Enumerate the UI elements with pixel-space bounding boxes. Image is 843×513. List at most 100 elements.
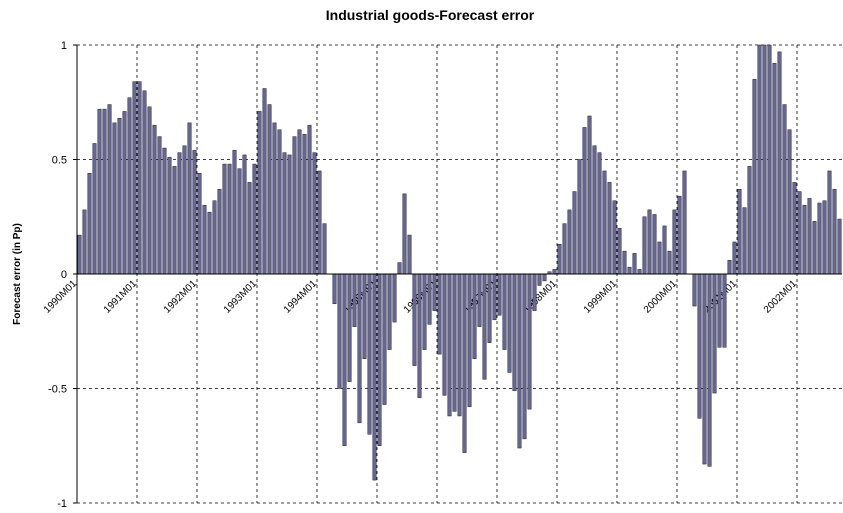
bar bbox=[147, 106, 152, 275]
bar bbox=[392, 273, 397, 323]
bar bbox=[332, 273, 337, 305]
bar bbox=[242, 154, 247, 275]
bar bbox=[652, 214, 657, 275]
bar bbox=[642, 216, 647, 275]
bar bbox=[77, 234, 82, 275]
bar bbox=[247, 182, 252, 275]
bar bbox=[747, 166, 752, 275]
x-tick-label: 1994M01 bbox=[282, 278, 320, 316]
bar bbox=[577, 159, 582, 275]
x-tick-label: 1999M01 bbox=[582, 278, 620, 316]
bar bbox=[567, 209, 572, 275]
bar bbox=[387, 273, 392, 350]
x-tick-label: 2000M01 bbox=[642, 278, 680, 316]
bar bbox=[712, 273, 717, 394]
bar bbox=[587, 115, 592, 275]
bar bbox=[152, 124, 157, 275]
bar bbox=[487, 273, 492, 343]
bar bbox=[677, 195, 682, 275]
bar bbox=[682, 170, 687, 275]
bar bbox=[302, 134, 307, 275]
bar bbox=[322, 223, 327, 275]
bar bbox=[407, 234, 412, 275]
x-tick-label: 1992M01 bbox=[162, 278, 200, 316]
bar bbox=[132, 81, 137, 275]
bar bbox=[722, 273, 727, 348]
bar bbox=[167, 156, 172, 275]
bar bbox=[457, 273, 462, 417]
bar bbox=[562, 223, 567, 275]
bar bbox=[137, 81, 142, 275]
bar bbox=[597, 152, 602, 275]
x-tick-label: 1991M01 bbox=[102, 278, 140, 316]
bar bbox=[282, 152, 287, 275]
bar bbox=[427, 273, 432, 325]
bar bbox=[237, 168, 242, 275]
bar bbox=[832, 189, 837, 275]
bar bbox=[217, 189, 222, 275]
bar bbox=[517, 273, 522, 449]
bar bbox=[177, 152, 182, 275]
bar bbox=[87, 172, 92, 275]
x-tick-label: 1993M01 bbox=[222, 278, 260, 316]
bar bbox=[772, 63, 777, 275]
bar bbox=[787, 129, 792, 275]
bar bbox=[182, 145, 187, 275]
bar bbox=[767, 44, 772, 275]
bar bbox=[337, 273, 342, 389]
bar bbox=[557, 243, 562, 275]
bar bbox=[122, 111, 127, 275]
bar bbox=[502, 273, 507, 350]
bar bbox=[522, 273, 527, 440]
bar bbox=[667, 250, 672, 275]
bar bbox=[472, 273, 477, 359]
y-tick-label: 0 bbox=[61, 269, 67, 281]
bar bbox=[162, 147, 167, 275]
bar bbox=[417, 273, 422, 398]
bar bbox=[412, 273, 417, 366]
bar bbox=[202, 205, 207, 275]
bar bbox=[717, 273, 722, 348]
y-tick-label: 0.5 bbox=[52, 155, 67, 167]
bar bbox=[512, 273, 517, 392]
bar bbox=[112, 122, 117, 275]
bar bbox=[187, 122, 192, 275]
bar bbox=[252, 163, 257, 275]
bar bbox=[632, 253, 637, 275]
bar bbox=[272, 122, 277, 275]
bar bbox=[782, 104, 787, 275]
bar bbox=[437, 273, 442, 355]
bar bbox=[602, 170, 607, 275]
bar bbox=[657, 241, 662, 275]
y-axis-title: Forecast error (in Pp) bbox=[12, 223, 23, 325]
bar bbox=[402, 193, 407, 275]
bar bbox=[612, 200, 617, 275]
bar bbox=[802, 205, 807, 275]
bar bbox=[92, 143, 97, 275]
bar bbox=[737, 189, 742, 275]
bar bbox=[622, 250, 627, 275]
y-tick-label: -0.5 bbox=[48, 384, 67, 396]
bar bbox=[292, 136, 297, 275]
bar bbox=[367, 273, 372, 435]
chart-title: Industrial goods-Forecast error bbox=[326, 7, 535, 23]
bar bbox=[267, 104, 272, 275]
bar bbox=[492, 273, 497, 321]
bar bbox=[257, 111, 262, 275]
bar bbox=[532, 273, 537, 311]
bar bbox=[482, 273, 487, 380]
bar bbox=[107, 104, 112, 275]
bar bbox=[477, 273, 482, 327]
bar bbox=[102, 108, 107, 275]
bar bbox=[97, 108, 102, 275]
bar bbox=[697, 273, 702, 419]
bar bbox=[572, 191, 577, 275]
x-tick-label: 1990M01 bbox=[42, 278, 80, 316]
bar bbox=[377, 273, 382, 446]
bar bbox=[192, 150, 197, 275]
x-tick-label: 2002M01 bbox=[762, 278, 800, 316]
bar bbox=[702, 273, 707, 465]
bar bbox=[197, 172, 202, 275]
bar bbox=[777, 51, 782, 275]
